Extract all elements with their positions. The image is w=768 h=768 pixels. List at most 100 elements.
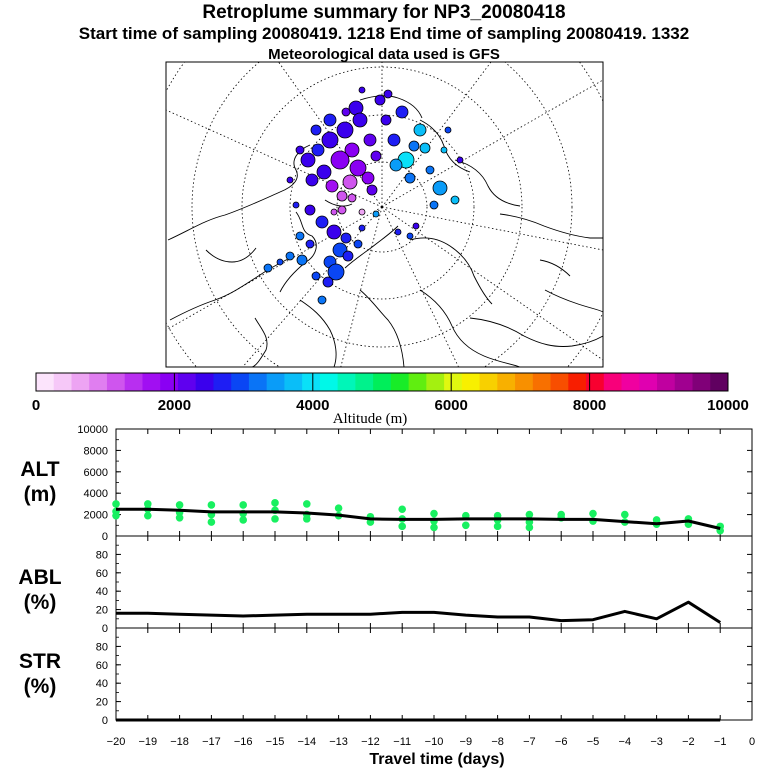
colorbar-cell [408, 373, 427, 391]
altitude-point [589, 509, 597, 518]
colorbar-cell [213, 373, 232, 391]
colorbar-cell [426, 373, 445, 391]
y-tick-label: 2000 [84, 510, 108, 522]
plume-marker [412, 222, 420, 230]
colorbar-tick-label: 8000 [573, 397, 606, 414]
altitude-point [271, 515, 279, 523]
colorbar-cell [532, 373, 552, 391]
y-tick-label: 60 [96, 568, 108, 580]
y-tick-label: 60 [96, 660, 108, 672]
colorbar-cell [479, 373, 498, 391]
x-tick-label: −2 [682, 736, 695, 748]
altitude-point [525, 523, 534, 532]
x-tick-label: −10 [425, 736, 444, 748]
plume-marker [374, 94, 386, 106]
panel-yunit: (%) [24, 591, 57, 614]
plume-marker [353, 239, 363, 249]
y-tick-label: 8000 [84, 445, 108, 457]
plume-marker [363, 133, 377, 147]
sampling-time: Start time of sampling 20080419. 1218 En… [78, 24, 690, 43]
plume-marker [296, 254, 308, 266]
map-frame [165, 61, 604, 368]
plume-markers [263, 86, 464, 305]
x-tick-label: −3 [650, 736, 663, 748]
panel-frame [115, 627, 753, 721]
altitude-point [303, 500, 311, 508]
colorbar-cell [248, 373, 268, 391]
colorbar-cell [568, 373, 587, 391]
met-data: Meteorological data used is GFS [268, 46, 500, 63]
y-tick-label: 40 [96, 678, 108, 690]
colorbar-cell [177, 373, 197, 391]
plume-marker [366, 184, 378, 196]
colorbar-tick-label: 0 [32, 397, 40, 414]
plume-marker [429, 200, 439, 210]
plume-marker [404, 172, 416, 184]
x-tick-label: 0 [749, 736, 755, 748]
colorbar-cell [373, 373, 392, 391]
x-tick-label: −16 [234, 736, 253, 748]
plume-marker [432, 180, 448, 196]
plume-marker [327, 263, 345, 281]
plume-marker [295, 145, 305, 155]
plume-marker [321, 131, 339, 149]
altitude-point [493, 522, 502, 531]
time-series-panels: 1000080006000400020000ALT(m)806040200ABL… [18, 424, 755, 768]
colorbar-cell [36, 373, 55, 391]
x-tick-label: −14 [297, 736, 316, 748]
plume-marker [440, 146, 448, 154]
plume-marker [337, 205, 347, 215]
plume-marker [372, 210, 380, 218]
colorbar-tick-label: 6000 [435, 397, 468, 414]
x-tick-label: −17 [202, 736, 221, 748]
altitude-point [239, 501, 247, 509]
altitude-point [462, 521, 470, 530]
series-line-abl [116, 600, 722, 624]
plume-marker [425, 165, 435, 175]
plume-marker [336, 121, 354, 139]
altitude-point [239, 516, 247, 524]
colorbar-tick-label: 10000 [707, 397, 749, 414]
colorbar-cell [124, 373, 143, 391]
panel-ylabel: ABL [18, 566, 61, 589]
plume-marker [311, 143, 325, 157]
plume-marker [322, 276, 334, 288]
x-tick-label: −9 [460, 736, 473, 748]
plume-marker [340, 232, 352, 244]
colorbar-cell [657, 373, 676, 391]
colorbar-cell [621, 373, 640, 391]
altitude-point [430, 523, 438, 532]
y-tick-label: 20 [96, 697, 108, 709]
colorbar-cell [515, 373, 534, 391]
panel-yunit: (%) [24, 675, 57, 698]
plume-marker [316, 164, 332, 180]
plume-marker [444, 126, 452, 134]
altitude-point [144, 511, 152, 520]
x-tick-label: −11 [393, 736, 411, 748]
altitude-point [207, 501, 216, 509]
plume-marker [370, 150, 382, 162]
y-tick-label: 6000 [84, 467, 108, 479]
altitude-point [334, 504, 343, 512]
altitude-point [430, 509, 438, 518]
altitude-point [271, 499, 279, 507]
plume-marker [330, 150, 350, 170]
chart-title: Retroplume summary for NP3_20080418 [202, 2, 566, 23]
colorbar-cell [603, 373, 623, 391]
plume-marker [349, 159, 367, 177]
colorbar-cell [461, 373, 481, 391]
x-axis-label: Travel time (days) [369, 751, 504, 768]
colorbar-cell [53, 373, 72, 391]
colorbar-cell [231, 373, 250, 391]
plume-marker [310, 124, 322, 136]
colorbar-cell [319, 373, 339, 391]
plume-marker [358, 86, 366, 94]
x-tick-label: −8 [491, 736, 504, 748]
y-tick-label: 0 [102, 531, 108, 543]
colorbar-cell [390, 373, 410, 391]
plume-marker [352, 112, 368, 128]
panel-abl: 80 60 40 20 0 ABL(%) [18, 535, 753, 635]
plume-marker [341, 107, 351, 117]
